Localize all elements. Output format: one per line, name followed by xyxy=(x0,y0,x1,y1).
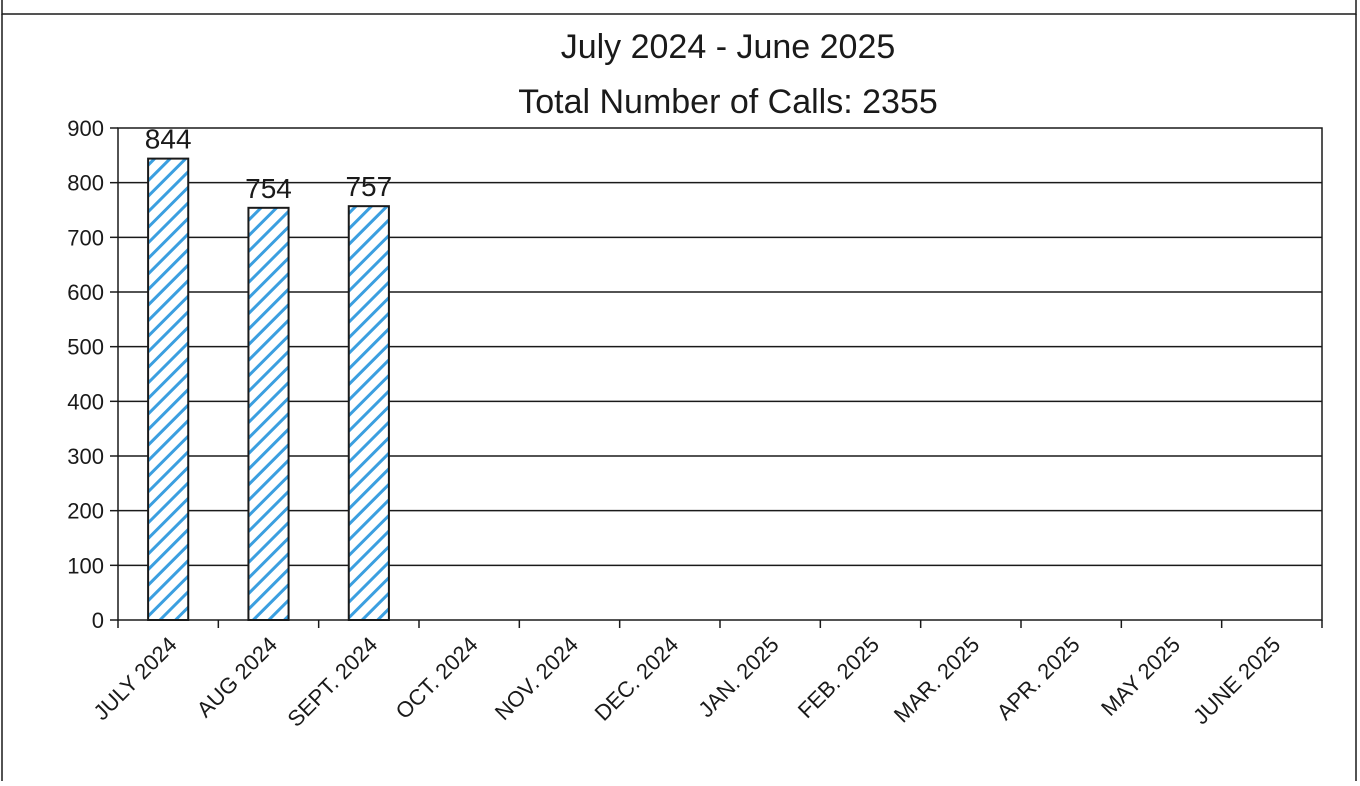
x-tick-label-may-2025: MAY 2025 xyxy=(1096,632,1185,721)
x-tick-label-nov-2024: NOV. 2024 xyxy=(490,632,583,725)
y-tick-label-100: 100 xyxy=(67,553,104,578)
x-tick-label-sept-2024: SEPT. 2024 xyxy=(283,632,383,732)
data-label-aug-2024: 754 xyxy=(245,173,292,204)
x-tick-label-july-2024: JULY 2024 xyxy=(88,632,181,725)
x-tick-label-feb-2025: FEB. 2025 xyxy=(793,632,884,723)
y-tick-label-300: 300 xyxy=(67,444,104,469)
x-tick-label-oct-2024: OCT. 2024 xyxy=(391,632,483,724)
bar-aug-2024 xyxy=(247,206,290,622)
y-tick-label-700: 700 xyxy=(67,225,104,250)
plot-area-border xyxy=(117,127,1323,621)
chart-subtitle: Total Number of Calls: 2355 xyxy=(518,83,938,121)
x-tick-label-apr-2025: APR. 2025 xyxy=(992,632,1085,725)
data-label-july-2024: 844 xyxy=(145,124,192,155)
x-tick-label-june-2025: JUNE 2025 xyxy=(1188,632,1285,729)
gridlines xyxy=(118,181,1322,567)
x-tick-label-aug-2024: AUG 2024 xyxy=(192,632,282,722)
axes xyxy=(110,127,1323,628)
y-tick-label-500: 500 xyxy=(67,335,104,360)
data-label-sept-2024: 757 xyxy=(345,171,392,202)
x-tick-label-dec-2024: DEC. 2024 xyxy=(590,632,684,726)
y-tick-label-0: 0 xyxy=(92,608,104,633)
y-tick-label-800: 800 xyxy=(67,171,104,196)
bars xyxy=(147,157,390,622)
y-tick-label-900: 900 xyxy=(67,116,104,141)
x-tick-label-mar-2025: MAR. 2025 xyxy=(889,632,985,728)
y-tick-label-600: 600 xyxy=(67,280,104,305)
y-tick-label-400: 400 xyxy=(67,389,104,414)
x-tick-label-jan-2025: JAN. 2025 xyxy=(693,632,783,722)
bar-sept-2024 xyxy=(347,205,390,621)
y-tick-label-200: 200 xyxy=(67,499,104,524)
top-frame xyxy=(1,0,1357,15)
chart-title: July 2024 - June 2025 xyxy=(561,28,896,66)
bar-july-2024 xyxy=(147,157,190,621)
